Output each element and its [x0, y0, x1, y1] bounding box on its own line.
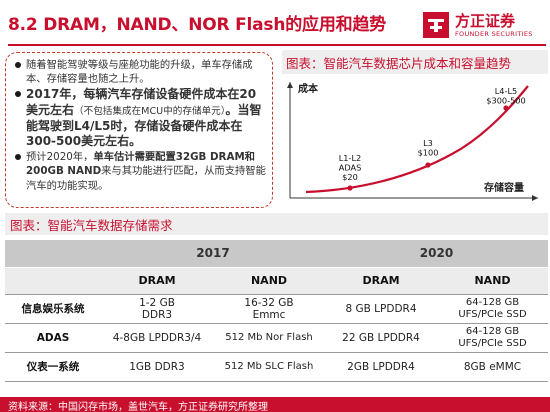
year-2020-header: 2020: [325, 240, 548, 268]
column-header: DRAM: [101, 267, 213, 295]
table-cell: 8GB eMMC: [437, 352, 548, 382]
table-cell: 4-8GB LPDDR3/4: [101, 323, 213, 353]
data-point: [503, 105, 509, 111]
year-2017-header: 2017: [101, 240, 325, 268]
table-cell: 512 Mb Nor Flash: [213, 323, 325, 353]
data-label: ADAS: [339, 163, 362, 173]
row-label: ADAS: [5, 323, 101, 353]
source-note: 资料来源：中国闪存市场，盖世汽车，方正证券研究所整理: [8, 402, 268, 412]
page-title: 8.2 DRAM，NAND、NOR Flash的应用和趋势: [8, 15, 387, 35]
y-axis-arrow: [287, 82, 293, 88]
table-row: ADAS 4-8GB LPDDR3/4 512 Mb Nor Flash 22 GB …: [5, 323, 548, 353]
data-point: [425, 162, 431, 168]
column-header: DRAM: [325, 267, 437, 295]
table-cell: 512 Mb SLC Flash: [213, 352, 325, 382]
table-cell: 1-2 GB DDR3: [101, 294, 213, 324]
summary-bullet: 预计2020年，单车估计需要配置32GB DRAM和200GB NAND来与其功…: [14, 150, 268, 193]
bullet-text: 2017年，每辆汽车存储设备硬件成本在20美元左右: [26, 87, 257, 117]
summary-bullets: 随着智能驾驶等级与座舱功能的升级，单车存储成本、存储容量也随之上升。 2017年，…: [14, 58, 268, 193]
x-axis-arrow: [532, 195, 538, 201]
title-divider: [8, 44, 546, 46]
data-label: L3: [423, 138, 433, 148]
founder-logo-icon: [423, 12, 449, 38]
table-title-bar: [5, 213, 548, 235]
data-label: $20: [342, 172, 358, 182]
table-cell: 1GB DDR3: [101, 352, 213, 382]
column-header: NAND: [437, 267, 548, 295]
row-label: 信息娱乐系统: [5, 294, 101, 324]
data-label: L4-L5: [495, 86, 518, 96]
storage-demand-table: 2017 2020 DRAM NAND DRAM NAND 信息娱乐系统 1-2 …: [5, 240, 548, 382]
table-row: 信息娱乐系统 1-2 GB DDR3 16-32 GB Emmc 8 GB LPDDR…: [5, 294, 548, 324]
y-axis-label: 成本: [298, 82, 319, 95]
bullet-text: 随着智能驾驶等级与座舱功能的升级，单车存储成本、存储容量也随之上升。: [26, 59, 253, 86]
table-cell: 64-128 GB UFS/PCIe SSD: [437, 294, 548, 324]
table-cell: 16-32 GB Emmc: [213, 294, 325, 324]
summary-bullet: 随着智能驾驶等级与座舱功能的升级，单车存储成本、存储容量也随之上升。: [14, 58, 268, 86]
summary-bullet: 2017年，每辆汽车存储设备硬件成本在20美元左右（不包括集成在MCU中的存储单…: [14, 87, 268, 149]
brand-logo: 方正证券 FOUNDER SECURITIES: [422, 8, 546, 46]
summary-box: [5, 52, 273, 208]
data-point: [347, 185, 353, 191]
data-label: $300-500: [486, 96, 525, 106]
bullet-text: 预计2020年，: [26, 151, 94, 164]
bullet-text: （不包括集成在MCU中的存储单元）: [74, 105, 226, 117]
corner-cell: [5, 240, 101, 268]
bullet-text: 来与其功能进行匹配，从而支持智能汽车的功能实现。: [26, 165, 266, 192]
table-row: 仪表一系统 1GB DDR3 512 Mb SLC Flash 2GB LPDDR4 8…: [5, 352, 548, 382]
table-cell: 8 GB LPDDR4: [325, 294, 437, 324]
footer-bar: [0, 397, 550, 412]
chart-title-bar: [282, 50, 548, 74]
table-cell: 22 GB LPDDR4: [325, 323, 437, 353]
logo-text-en: FOUNDER SECURITIES: [455, 30, 533, 38]
x-axis-label: 存储容量: [484, 181, 524, 194]
data-label: L1-L2: [339, 153, 362, 163]
bullet-text: 单车估计需要配置32GB DRAM和200GB NAND: [26, 151, 255, 178]
data-label: $100: [418, 148, 439, 158]
chart-title: 图表：智能汽车数据芯片成本和容量趋势: [286, 56, 512, 71]
bullet-text: 。当智能驾驶到L4/L5时，存储设备硬件成本在300-500美元左右。: [26, 102, 262, 149]
row-label: 仪表一系统: [5, 352, 101, 382]
table-cell: 64-128 GB UFS/PCIe SSD: [437, 323, 548, 353]
table-title: 图表：智能汽车数据存储需求: [10, 218, 173, 233]
year-header-row: 2017 2020: [5, 240, 548, 268]
logo-text-cn: 方正证券: [455, 12, 516, 30]
column-header-row: DRAM NAND DRAM NAND: [5, 267, 548, 295]
corner-cell: [5, 267, 101, 295]
column-header: NAND: [213, 267, 325, 295]
table-cell: 2GB LPDDR4: [325, 352, 437, 382]
